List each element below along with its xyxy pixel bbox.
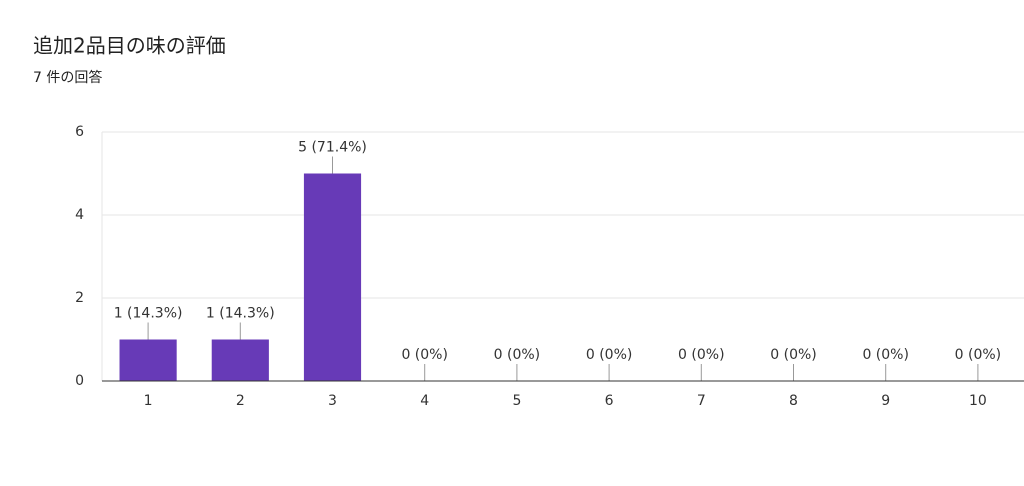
x-tick-label: 9 [881, 393, 890, 409]
x-tick-label: 7 [697, 393, 706, 409]
value-label: 1 (14.3%) [206, 306, 275, 322]
x-tick-label: 1 [144, 393, 153, 409]
bar [303, 173, 362, 381]
y-tick-label: 2 [75, 290, 84, 306]
x-tick-label: 5 [512, 393, 521, 409]
chart-title: 追加2品目の味の評価 [33, 34, 226, 58]
x-tick-label: 3 [328, 393, 337, 409]
value-label: 0 (0%) [770, 347, 817, 363]
chart-subtitle: 7 件の回答 [33, 69, 102, 86]
value-label: 0 (0%) [678, 347, 725, 363]
value-label: 0 (0%) [955, 347, 1002, 363]
x-tick-label: 10 [969, 393, 987, 409]
y-tick-label: 6 [75, 124, 84, 140]
value-label: 0 (0%) [494, 347, 541, 363]
y-tick-label: 4 [75, 207, 84, 223]
value-label: 0 (0%) [862, 347, 909, 363]
value-label: 0 (0%) [401, 347, 448, 363]
y-tick-label: 0 [75, 373, 84, 389]
x-tick-label: 6 [605, 393, 614, 409]
value-label: 5 (71.4%) [298, 140, 367, 156]
x-tick-label: 2 [236, 393, 245, 409]
x-tick-label: 4 [420, 393, 429, 409]
value-label: 1 (14.3%) [114, 306, 183, 322]
bar [119, 339, 177, 381]
bar [211, 339, 269, 381]
value-label: 0 (0%) [586, 347, 633, 363]
x-tick-label: 8 [789, 393, 798, 409]
